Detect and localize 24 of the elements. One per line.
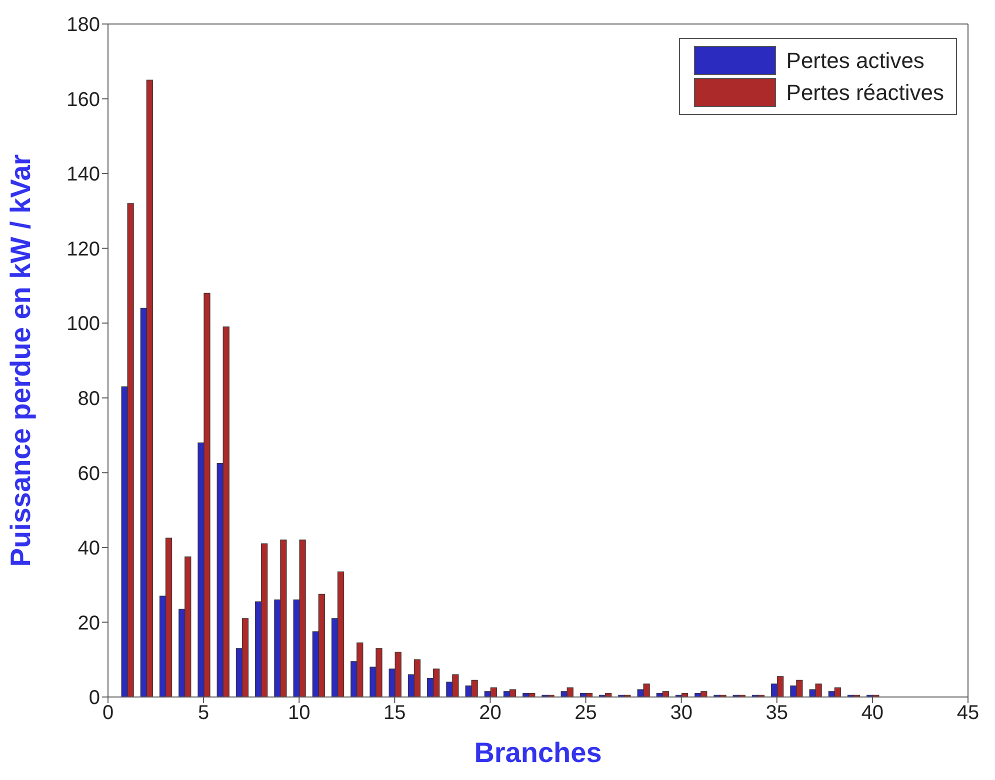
x-tick-label: 45	[956, 702, 980, 724]
legend-label: Pertes réactives	[786, 80, 944, 106]
x-tick-label: 5	[198, 702, 210, 724]
x-tick-label: 0	[102, 702, 114, 724]
x-tick-label: 25	[574, 702, 597, 724]
x-tick-label: 15	[384, 702, 406, 724]
y-tick-label: 140	[66, 164, 100, 186]
y-tick-label: 80	[78, 388, 100, 410]
y-tick-label: 20	[78, 612, 100, 634]
legend-label: Pertes actives	[786, 48, 924, 74]
x-tick-label: 40	[861, 702, 884, 724]
x-tick-label: 35	[766, 702, 788, 724]
x-tick-label: 30	[670, 702, 692, 724]
y-tick-label: 60	[78, 462, 100, 485]
y-tick-label: 180	[66, 14, 100, 36]
y-tick-label: 40	[78, 538, 100, 560]
y-axis-title: Puissance perdue en kW / kVar	[4, 154, 36, 567]
y-tick-label: 0	[88, 687, 100, 710]
x-tick-label: 20	[479, 702, 502, 724]
x-tick-label: 10	[288, 702, 310, 724]
y-tick-label: 100	[66, 313, 100, 336]
x-axis-title: Branches	[474, 737, 602, 768]
y-tick-label: 160	[66, 88, 100, 111]
y-tick-label: 120	[66, 238, 100, 260]
